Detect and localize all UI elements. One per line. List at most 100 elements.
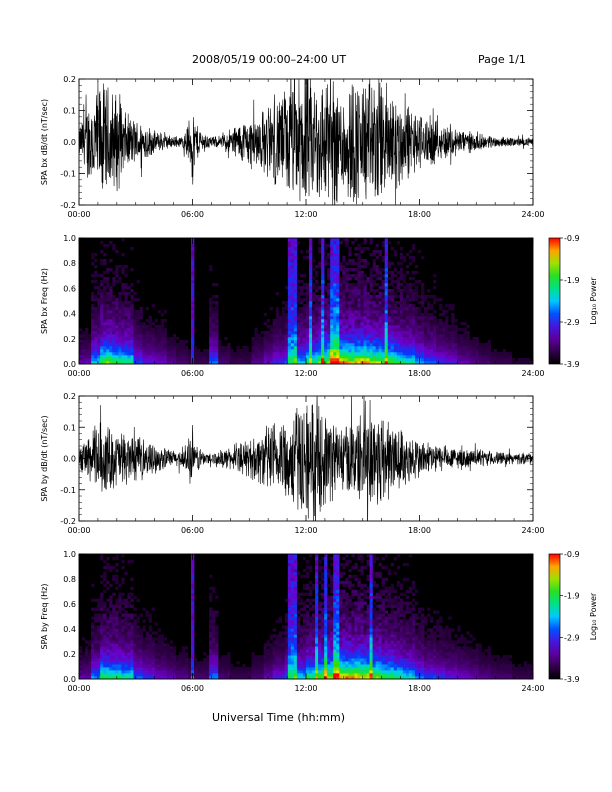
spectrogram-cell: [414, 325, 419, 329]
spectrogram-cell: [327, 622, 331, 626]
spectrogram-cell: [402, 337, 407, 341]
spectrogram-cell: [94, 313, 98, 317]
spectrogram-cell: [299, 652, 304, 656]
spectrogram-cell: [366, 346, 370, 350]
spectrogram-cell: [103, 346, 107, 350]
spectrogram-cell: [88, 340, 92, 344]
spectrogram-cell: [354, 349, 358, 353]
spectrogram-cell: [121, 619, 125, 623]
spectrogram-cell: [299, 643, 304, 647]
spectrogram-cell: [324, 322, 328, 326]
spectrogram-cell: [375, 355, 379, 359]
spectrogram-cell: [299, 574, 304, 579]
spectrogram-cell: [100, 292, 104, 296]
spectrogram-cell: [306, 340, 310, 344]
spectrogram-cell: [333, 670, 337, 674]
spectrogram-cell: [245, 352, 249, 356]
spectrogram-cell: [212, 634, 216, 638]
spectrogram-cell: [296, 295, 301, 299]
spectrogram-cell: [127, 322, 131, 326]
spectrogram-cell: [430, 331, 434, 335]
spectrogram-cell: [324, 640, 328, 644]
spectrogram-cell: [266, 649, 270, 653]
spectrogram-cell: [336, 643, 340, 647]
spectrogram-cell: [157, 676, 162, 680]
spectrogram-cell: [257, 667, 261, 671]
spectrogram-cell: [293, 310, 298, 314]
spectrogram-cell: [127, 334, 131, 338]
spectrogram-cell: [139, 355, 143, 359]
spectrogram-cell: [351, 355, 355, 359]
spectrogram-cell: [345, 349, 349, 353]
spectrogram-cell: [321, 616, 325, 620]
spectrogram-cell: [133, 316, 137, 320]
spectrogram-cell: [354, 268, 358, 272]
spectrogram-cell: [121, 253, 125, 257]
spectrogram-cell: [378, 313, 382, 317]
y-tick-label: 0.0: [63, 138, 76, 147]
spectrogram-cell: [342, 667, 346, 671]
spectrogram-cell: [293, 556, 298, 561]
spectrogram-cell: [103, 607, 107, 611]
x-tick-label: 18:00: [408, 526, 431, 535]
spectrogram-cell: [421, 331, 425, 335]
spectrogram-cell: [321, 337, 325, 341]
spectrogram-cell: [118, 592, 122, 596]
spectrogram-cell: [327, 328, 331, 332]
spectrogram-cell: [299, 673, 304, 677]
spectrogram-cell: [315, 625, 319, 629]
spectrogram-cell: [345, 271, 349, 275]
spectrogram-cell: [275, 661, 280, 665]
spectrogram-cell: [481, 361, 485, 365]
spectrogram-cell: [212, 328, 216, 332]
spectrogram-cell: [321, 256, 325, 260]
spectrogram-cell: [160, 361, 165, 365]
spectrogram-cell: [124, 304, 128, 308]
spectrogram-cell: [306, 628, 310, 632]
spectrogram-cell: [351, 241, 355, 245]
spectrogram-cell: [100, 661, 104, 665]
spectrogram-cell: [342, 592, 346, 596]
spectrogram-cell: [369, 346, 373, 350]
spectrogram-cell: [230, 670, 234, 674]
spectrogram-cell: [209, 673, 213, 677]
spectrogram-cell: [109, 355, 113, 359]
spectrogram-cell: [151, 664, 155, 668]
spectrogram-cell: [448, 343, 452, 347]
spectrogram-cell: [209, 301, 213, 305]
spectrogram-cell: [466, 361, 470, 365]
spectrogram-cell: [408, 295, 413, 299]
spectrogram-cell: [411, 328, 416, 332]
spectrogram-cell: [139, 649, 143, 653]
spectrogram-cell: [324, 565, 328, 570]
spectrogram-cell: [209, 313, 213, 317]
spectrogram-cell: [154, 331, 158, 335]
spectrogram-cell: [181, 673, 186, 677]
spectrogram-cell: [345, 283, 349, 287]
spectrogram-cell: [309, 262, 313, 266]
spectrogram-cell: [112, 658, 116, 662]
spectrogram-cell: [366, 328, 370, 332]
spectrogram-cell: [106, 616, 110, 620]
spectrogram-cell: [275, 337, 280, 341]
spectrogram-cell: [393, 295, 398, 299]
spectrogram-cell: [448, 346, 452, 350]
spectrogram-cell: [296, 634, 301, 638]
spectrogram-cell: [393, 334, 398, 338]
spectrogram-cell: [421, 352, 425, 356]
spectrogram-cell: [269, 358, 274, 362]
spectrogram-cell: [396, 310, 401, 314]
spectrogram-cell: [424, 331, 428, 335]
spectrogram-cell: [115, 343, 119, 347]
spectrogram-cell: [278, 643, 283, 647]
spectrogram-cell: [333, 256, 337, 260]
spectrogram-cell: [312, 640, 316, 644]
spectrogram-cell: [100, 649, 104, 653]
spectrogram-cell: [124, 352, 128, 356]
spectrogram-cell: [363, 343, 367, 347]
spectrogram-cell: [97, 667, 101, 671]
spectrogram-cell: [278, 322, 283, 326]
spectrogram-cell: [336, 265, 340, 269]
spectrogram-cell: [275, 649, 280, 653]
spectrogram-cell: [357, 283, 361, 287]
